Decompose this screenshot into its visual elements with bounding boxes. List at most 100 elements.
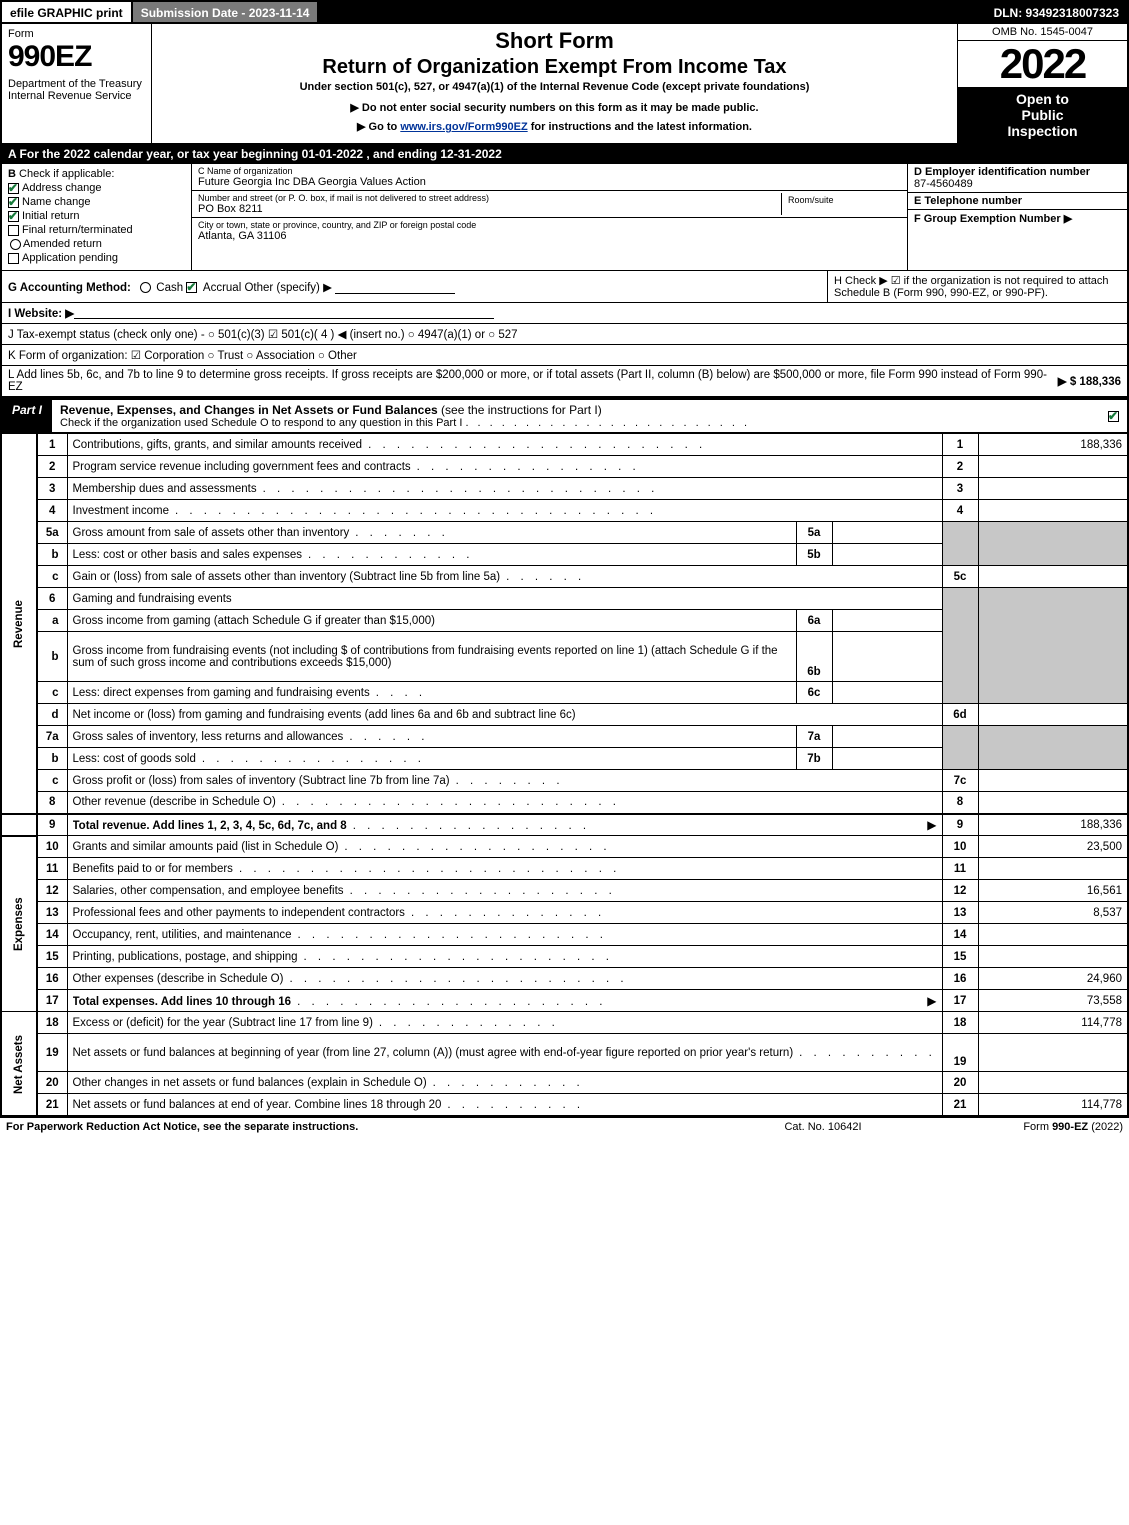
row-a-tax-year: A For the 2022 calendar year, or tax yea… bbox=[0, 145, 1129, 164]
ssn-warning: ▶ Do not enter social security numbers o… bbox=[158, 101, 951, 114]
line-17-amount: 73,558 bbox=[978, 990, 1128, 1012]
checkbox-initial-return[interactable] bbox=[8, 211, 19, 222]
line-5a-num: 5a bbox=[37, 522, 67, 544]
line-3-box: 3 bbox=[942, 478, 978, 500]
line-1-box: 1 bbox=[942, 434, 978, 456]
line-6b-desc: Gross income from fundraising events (no… bbox=[67, 632, 796, 682]
part-1-header: Part I Revenue, Expenses, and Changes in… bbox=[0, 398, 1129, 433]
shade-6abc bbox=[942, 588, 978, 704]
room-suite-label: Room/suite bbox=[781, 193, 901, 215]
line-19-box: 19 bbox=[942, 1034, 978, 1072]
line-6c-ival bbox=[832, 682, 942, 704]
line-10-num: 10 bbox=[37, 836, 67, 858]
checkbox-schedule-o-part1[interactable] bbox=[1108, 411, 1119, 422]
section-b-letter: B bbox=[8, 168, 16, 180]
radio-cash[interactable] bbox=[140, 282, 151, 293]
line-7a-num: 7a bbox=[37, 726, 67, 748]
line-11-box: 11 bbox=[942, 858, 978, 880]
checkbox-address-change[interactable] bbox=[8, 183, 19, 194]
city-state-zip: Atlanta, GA 31106 bbox=[198, 230, 901, 242]
line-5a-desc: Gross amount from sale of assets other t… bbox=[73, 527, 350, 539]
line-5c-box: 5c bbox=[942, 566, 978, 588]
row-l-gross-receipts: L Add lines 5b, 6c, and 7b to line 9 to … bbox=[0, 365, 1129, 398]
other-specify-blank[interactable] bbox=[335, 282, 455, 294]
footer-form-num: 990-EZ bbox=[1052, 1121, 1088, 1133]
line-9-box: 9 bbox=[942, 814, 978, 836]
form-title: Return of Organization Exempt From Incom… bbox=[158, 56, 951, 79]
website-label: I Website: ▶ bbox=[8, 306, 74, 320]
line-17-desc: Total expenses. Add lines 10 through 16 bbox=[73, 996, 292, 1008]
line-7b-num: b bbox=[37, 748, 67, 770]
line-4-num: 4 bbox=[37, 500, 67, 522]
lbl-address-change: Address change bbox=[22, 182, 102, 194]
row-g-label: G Accounting Method: bbox=[8, 282, 131, 294]
line-6d-desc: Net income or (loss) from gaming and fun… bbox=[67, 704, 942, 726]
line-6a-ival bbox=[832, 610, 942, 632]
line-3-desc: Membership dues and assessments bbox=[73, 483, 257, 495]
line-2-desc: Program service revenue including govern… bbox=[73, 461, 411, 473]
lbl-cash: Cash bbox=[156, 282, 183, 294]
line-20-desc: Other changes in net assets or fund bala… bbox=[73, 1077, 427, 1089]
form-title-block: Short Form Return of Organization Exempt… bbox=[152, 24, 957, 143]
line-9-amount: 188,336 bbox=[978, 814, 1128, 836]
line-15-desc: Printing, publications, postage, and shi… bbox=[73, 951, 298, 963]
line-2-num: 2 bbox=[37, 456, 67, 478]
line-7c-num: c bbox=[37, 770, 67, 792]
line-15-amount bbox=[978, 946, 1128, 968]
side-label-net-assets: Net Assets bbox=[1, 1012, 37, 1116]
form-number: 990EZ bbox=[8, 40, 145, 74]
row-l-text: L Add lines 5b, 6c, and 7b to line 9 to … bbox=[8, 369, 1050, 393]
irs-link[interactable]: www.irs.gov/Form990EZ bbox=[400, 121, 527, 133]
checkbox-name-change[interactable] bbox=[8, 197, 19, 208]
paperwork-notice: For Paperwork Reduction Act Notice, see … bbox=[6, 1121, 723, 1133]
efile-print-label[interactable]: efile GRAPHIC print bbox=[0, 0, 133, 24]
checkbox-final-return[interactable] bbox=[8, 225, 19, 236]
line-7c-desc: Gross profit or (loss) from sales of inv… bbox=[73, 775, 450, 787]
line-13-box: 13 bbox=[942, 902, 978, 924]
line-10-box: 10 bbox=[942, 836, 978, 858]
side-label-revenue: Revenue bbox=[1, 434, 37, 814]
shade-7ab bbox=[942, 726, 978, 770]
part-1-title-text: Revenue, Expenses, and Changes in Net As… bbox=[60, 403, 438, 417]
line-7b-desc: Less: cost of goods sold bbox=[73, 753, 196, 765]
row-i-website: I Website: ▶ bbox=[0, 302, 1129, 323]
checkbox-accrual[interactable] bbox=[186, 282, 197, 293]
line-7c-box: 7c bbox=[942, 770, 978, 792]
line-19-amount bbox=[978, 1034, 1128, 1072]
line-16-num: 16 bbox=[37, 968, 67, 990]
line-1-amount: 188,336 bbox=[978, 434, 1128, 456]
line-6c-ibox: 6c bbox=[796, 682, 832, 704]
goto-pre: ▶ Go to bbox=[357, 121, 400, 133]
part-1-check-note: Check if the organization used Schedule … bbox=[60, 417, 462, 429]
line-5a-ival bbox=[832, 522, 942, 544]
open-line3: Inspection bbox=[960, 123, 1125, 139]
line-18-desc: Excess or (deficit) for the year (Subtra… bbox=[73, 1017, 373, 1029]
omb-number: OMB No. 1545-0047 bbox=[958, 24, 1127, 41]
line-8-amount bbox=[978, 792, 1128, 814]
line-7a-desc: Gross sales of inventory, less returns a… bbox=[73, 731, 344, 743]
checkbox-application-pending[interactable] bbox=[8, 253, 19, 264]
line-8-desc: Other revenue (describe in Schedule O) bbox=[73, 796, 276, 808]
line-6b-ival bbox=[832, 632, 942, 682]
ein-value: 87-4560489 bbox=[914, 178, 1121, 190]
side-label-expenses: Expenses bbox=[1, 836, 37, 1012]
shade-5ab bbox=[942, 522, 978, 566]
line-14-amount bbox=[978, 924, 1128, 946]
street-label: Number and street (or P. O. box, if mail… bbox=[198, 193, 781, 203]
website-blank[interactable] bbox=[74, 307, 494, 319]
entity-block: B Check if applicable: Address change Na… bbox=[0, 164, 1129, 270]
line-14-desc: Occupancy, rent, utilities, and maintena… bbox=[73, 929, 292, 941]
line-20-num: 20 bbox=[37, 1072, 67, 1094]
org-name-label: C Name of organization bbox=[198, 166, 901, 176]
line-19-desc: Net assets or fund balances at beginning… bbox=[73, 1047, 794, 1059]
line-9-num: 9 bbox=[37, 814, 67, 836]
line-4-amount bbox=[978, 500, 1128, 522]
lbl-name-change: Name change bbox=[22, 196, 91, 208]
line-1-desc: Contributions, gifts, grants, and simila… bbox=[73, 439, 363, 451]
line-21-desc: Net assets or fund balances at end of ye… bbox=[73, 1099, 442, 1111]
line-3-num: 3 bbox=[37, 478, 67, 500]
row-k-form-of-org: K Form of organization: ☑ Corporation ○ … bbox=[0, 344, 1129, 365]
checkbox-amended-return[interactable] bbox=[10, 239, 21, 250]
shade-5ab-amt bbox=[978, 522, 1128, 566]
org-name: Future Georgia Inc DBA Georgia Values Ac… bbox=[198, 176, 901, 188]
